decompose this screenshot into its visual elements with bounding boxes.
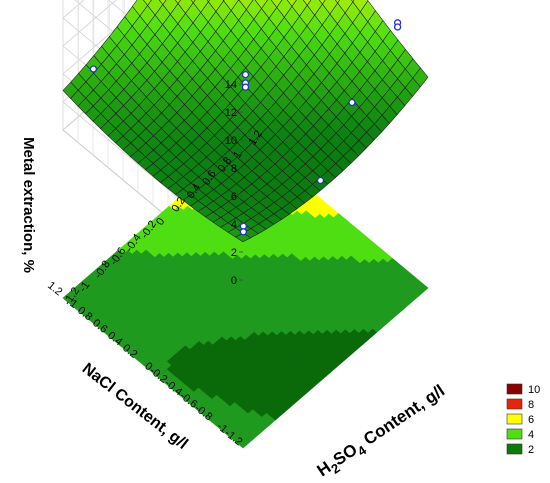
data-point [348, 98, 356, 107]
z-axis-title: Metal extraction, % [20, 137, 37, 273]
surface-cell [334, 0, 341, 4]
legend-swatch [506, 428, 523, 440]
surface-cell [286, 0, 297, 7]
legend-label: 2 [528, 444, 534, 456]
legend-swatch [506, 443, 523, 455]
z-tick-label: 10 [225, 135, 237, 147]
legend-label: 4 [528, 429, 534, 441]
legend-swatch [506, 383, 523, 395]
surface-cell [190, 0, 196, 4]
legend-label: 10 [528, 384, 540, 396]
legend-swatch [506, 398, 523, 410]
z-tick-label: 8 [231, 163, 237, 175]
data-point [241, 83, 250, 91]
data-point [316, 176, 325, 185]
data-point [89, 65, 98, 73]
legend-label: 8 [528, 399, 534, 411]
surface-cell [158, 0, 167, 6]
surface-cell [174, 0, 181, 5]
z-tick-label: 4 [231, 219, 237, 231]
surface-cell [318, 0, 326, 5]
legend-label: 6 [528, 414, 534, 426]
y-tick-label: 1.2 [45, 279, 64, 298]
x-tick-label: 0 [154, 216, 167, 228]
surface-cell [302, 0, 312, 6]
x-tick-label: 1 [231, 149, 244, 161]
z-tick-label: 12 [225, 107, 237, 119]
legend: 10 8 6 4 2 [506, 383, 540, 456]
x-axis-title: H2SO4 Content, g/l [314, 381, 451, 483]
experimental-points [89, 19, 402, 236]
z-tick-label: 6 [231, 191, 237, 203]
data-point [239, 228, 248, 236]
z-tick-label: 14 [225, 79, 237, 91]
data-point [393, 23, 402, 31]
surface-cell [142, 0, 152, 6]
response-surface [62, 0, 429, 243]
data-point [241, 70, 250, 79]
z-tick-label: 0 [231, 275, 237, 287]
legend-swatch [506, 413, 523, 425]
z-tick-label: 2 [231, 247, 237, 259]
